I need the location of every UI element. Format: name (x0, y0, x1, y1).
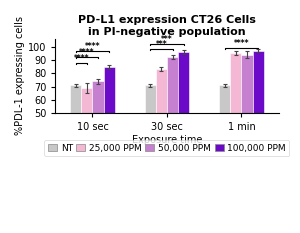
Bar (103, 67, 115, 113)
Bar (219, 85, 230, 113)
Y-axis label: %PDL-1 expressing cells: %PDL-1 expressing cells (15, 17, 25, 135)
Bar (167, 57, 178, 113)
Bar (230, 53, 242, 113)
Bar (253, 51, 264, 113)
Text: ****: **** (74, 54, 89, 63)
Bar (242, 55, 253, 113)
Text: ****: **** (234, 39, 249, 48)
Text: ****: **** (79, 48, 94, 57)
Bar (70, 85, 81, 113)
Title: PD-L1 expression CT26 Cells
in PI-negative population: PD-L1 expression CT26 Cells in PI-negati… (78, 15, 256, 37)
Legend: NT, 25,000 PPM, 50,000 PPM, 100,000 PPM: NT, 25,000 PPM, 50,000 PPM, 100,000 PPM (44, 140, 290, 156)
Bar (92, 81, 104, 113)
Text: ***: *** (156, 40, 167, 49)
Text: ***: *** (161, 34, 173, 44)
Text: ****: **** (85, 42, 100, 51)
X-axis label: Exposure time: Exposure time (132, 135, 202, 145)
Bar (156, 69, 167, 113)
Bar (178, 52, 189, 113)
Bar (145, 85, 156, 113)
Bar (81, 88, 92, 113)
